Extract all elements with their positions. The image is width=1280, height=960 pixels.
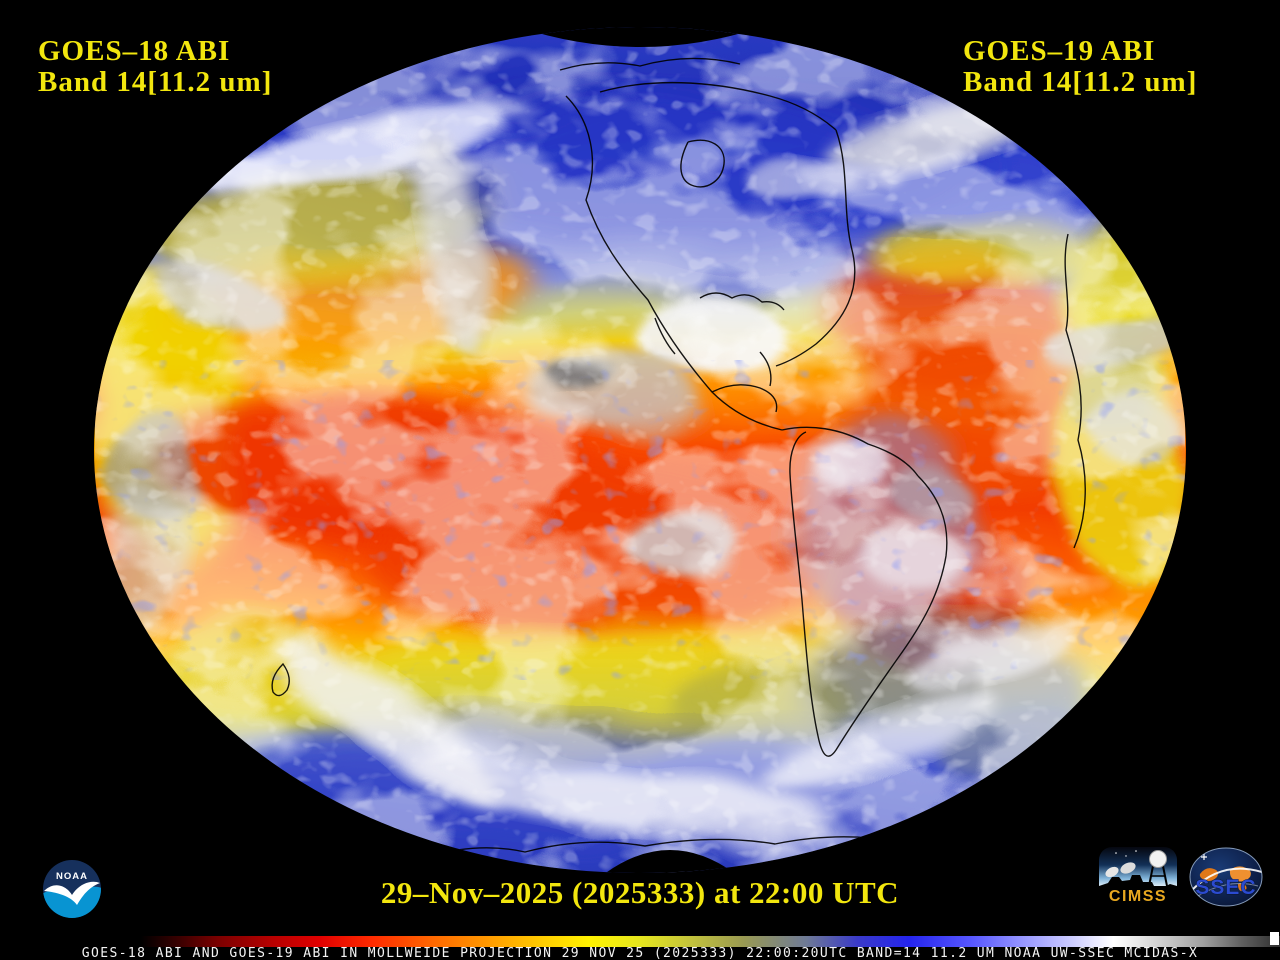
image-timestamp: 29–Nov–2025 (2025333) at 22:00 UTC [380,875,900,910]
goes19-title: GOES–19 ABI [963,35,1156,67]
mcidas-colorbar [0,936,1280,947]
goes19-label: GOES–19 ABI Band 14[11.2 um] [963,36,1197,98]
fine-grain-texture [95,27,1185,873]
continent-africa [1238,883,1247,892]
cimss-logo: CIMSS [1097,845,1179,907]
orbit-arc-icon [1191,867,1262,891]
star-icon [1201,854,1207,860]
coastlines [271,57,1086,857]
status-bar-text: GOES-18 ABI AND GOES-19 ABI IN MOLLWEIDE… [81,946,1199,960]
mcidas-cursor [1270,932,1279,945]
skyline-silhouette [1099,875,1177,905]
cimss-logo-text: CIMSS [1109,888,1167,905]
satellite-dish-icon [1120,862,1136,874]
water-tower-icon [1149,850,1167,868]
goes18-band: Band 14[11.2 um] [38,66,273,98]
goes18-label: GOES–18 ABI Band 14[11.2 um] [38,36,272,98]
top-seam-notch [470,27,810,47]
continent-eurasia [1229,866,1251,882]
goes18-title: GOES–18 ABI [38,35,231,67]
noaa-seagull-icon [44,881,100,905]
noaa-logo-text: NOAA [56,871,88,882]
ssec-logo: SSEC [1189,847,1263,907]
noaa-logo: NOAA [43,860,101,918]
goes19-band: Band 14[11.2 um] [963,66,1198,98]
satellite-dish-icon [1105,866,1119,878]
continent-americas [1199,868,1218,881]
ssec-logo-text: SSEC [1195,876,1256,899]
